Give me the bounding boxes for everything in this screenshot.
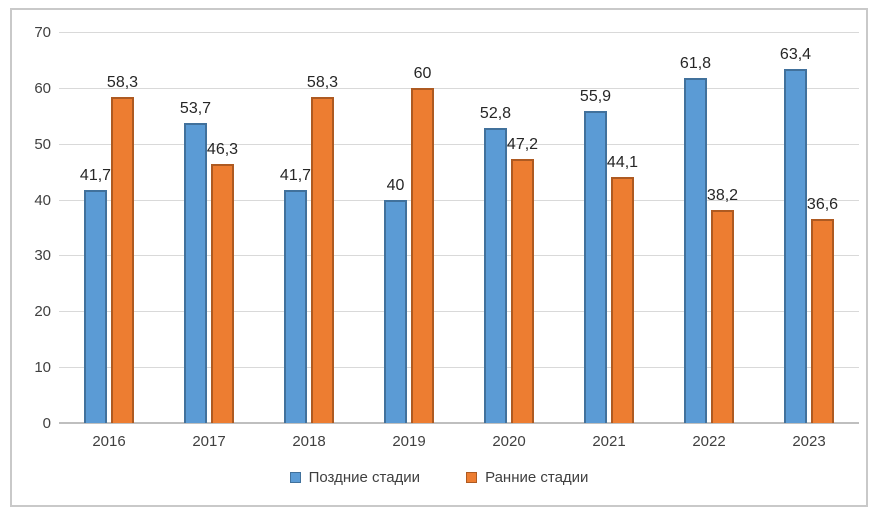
x-tick-label: 2019	[392, 433, 426, 450]
bar-early-2016	[111, 97, 134, 423]
bar-late-2022	[684, 78, 707, 423]
gridline	[59, 199, 859, 201]
gridline	[59, 87, 859, 89]
legend-label: Ранние стадии	[485, 469, 589, 486]
x-tick-label: 2017	[192, 433, 226, 450]
bar-late-2019	[384, 200, 407, 423]
data-label: 53,7	[179, 100, 212, 117]
x-tick-label: 2022	[692, 433, 726, 450]
plot-area: 41,7 58,3 53,7 46,3 41,7 58,3 40 60 52,8 47,2 55,9…	[59, 32, 859, 424]
gridline	[59, 143, 859, 145]
legend-item: Поздние стадии	[289, 469, 421, 486]
data-label: 60	[413, 65, 432, 82]
legend-label: Поздние стадии	[308, 469, 421, 486]
x-tick-label: 2023	[792, 433, 826, 450]
bar-late-2020	[484, 128, 507, 423]
data-label: 41,7	[79, 167, 112, 184]
x-tick-label: 2021	[592, 433, 626, 450]
bar-late-2023	[784, 69, 807, 423]
gridline	[59, 311, 859, 313]
x-tick-label: 2016	[92, 433, 126, 450]
y-tick-label: 30	[34, 247, 51, 265]
bar-early-2022	[711, 210, 734, 423]
y-tick-label: 60	[34, 79, 51, 97]
bar-early-2019	[411, 88, 434, 423]
y-tick-label: 10	[34, 359, 51, 377]
gridline	[59, 367, 859, 369]
legend: Поздние стадии Ранние стадии	[12, 469, 866, 486]
y-tick-label: 0	[42, 415, 51, 432]
bar-late-2021	[584, 111, 607, 423]
data-label: 38,2	[706, 187, 739, 204]
y-tick-label: 40	[34, 191, 51, 209]
x-tick-label: 2018	[292, 433, 326, 450]
bar-early-2017	[211, 164, 234, 423]
data-label: 36,6	[806, 196, 839, 213]
data-label: 55,9	[579, 88, 612, 105]
x-tick-label: 2020	[492, 433, 526, 450]
y-tick-label: 70	[34, 24, 51, 41]
data-label: 61,8	[679, 55, 712, 72]
bar-late-2016	[84, 190, 107, 423]
bar-early-2018	[311, 97, 334, 423]
legend-item: Ранние стадии	[466, 469, 588, 486]
data-label: 47,2	[506, 136, 539, 153]
x-axis-line	[59, 422, 859, 424]
gridline	[59, 32, 859, 33]
data-label: 58,3	[106, 74, 139, 91]
legend-swatch-icon	[289, 472, 301, 483]
data-label: 44,1	[606, 154, 639, 171]
bar-late-2017	[184, 123, 207, 423]
gridline	[59, 255, 859, 257]
chart-frame: 41,7 58,3 53,7 46,3 41,7 58,3 40 60 52,8 47,2 55,9…	[10, 8, 868, 507]
data-label: 41,7	[279, 167, 312, 184]
data-label: 52,8	[479, 105, 512, 122]
data-label: 63,4	[779, 46, 812, 63]
bar-early-2021	[611, 177, 634, 423]
bar-late-2018	[284, 190, 307, 423]
data-label: 40	[386, 177, 405, 194]
data-label: 46,3	[206, 141, 239, 158]
bar-early-2020	[511, 159, 534, 423]
y-tick-label: 50	[34, 135, 51, 153]
bar-early-2023	[811, 219, 834, 423]
y-tick-label: 20	[34, 303, 51, 321]
data-label: 58,3	[306, 74, 339, 91]
legend-swatch-icon	[466, 472, 478, 483]
